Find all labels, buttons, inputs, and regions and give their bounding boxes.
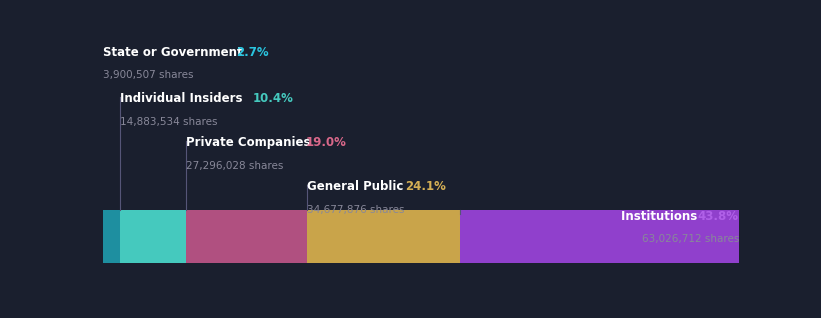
Bar: [307, 210, 461, 263]
Text: 3,900,507 shares: 3,900,507 shares: [103, 70, 193, 80]
Text: 63,026,712 shares: 63,026,712 shares: [641, 234, 739, 244]
Text: 27,296,028 shares: 27,296,028 shares: [186, 161, 283, 170]
Text: 24.1%: 24.1%: [406, 180, 447, 193]
Text: Private Companies: Private Companies: [186, 136, 314, 149]
Bar: [103, 210, 120, 263]
Text: 10.4%: 10.4%: [253, 92, 294, 105]
Text: Institutions: Institutions: [621, 210, 701, 223]
Bar: [186, 210, 307, 263]
Text: 43.8%: 43.8%: [698, 210, 739, 223]
Text: General Public: General Public: [307, 180, 407, 193]
Text: 2.7%: 2.7%: [236, 45, 268, 59]
Text: Individual Insiders: Individual Insiders: [120, 92, 246, 105]
Text: State or Government: State or Government: [103, 45, 246, 59]
Text: 19.0%: 19.0%: [305, 136, 346, 149]
Text: 34,677,876 shares: 34,677,876 shares: [307, 205, 405, 215]
Text: 14,883,534 shares: 14,883,534 shares: [120, 116, 218, 127]
Bar: [461, 210, 739, 263]
Bar: [120, 210, 186, 263]
